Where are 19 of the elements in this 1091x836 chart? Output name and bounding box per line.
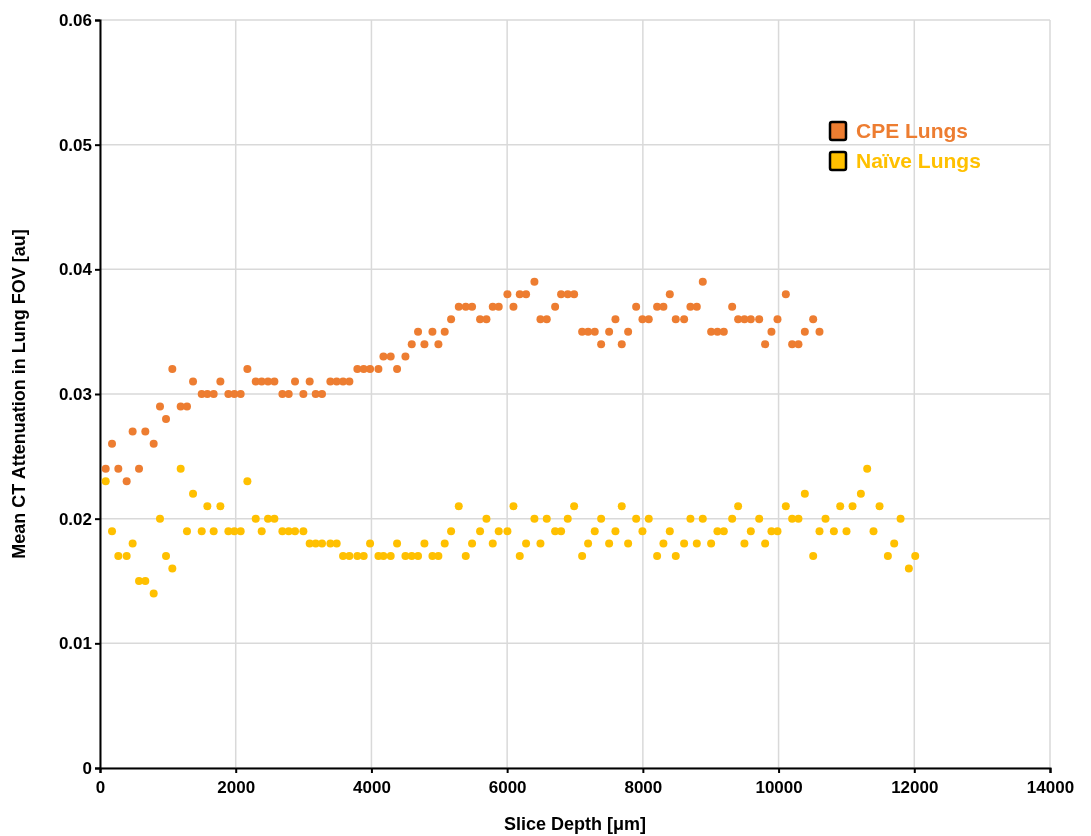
legend-label: CPE Lungs xyxy=(856,119,969,142)
x-tick-label: 10000 xyxy=(755,778,803,797)
x-tick-label: 14000 xyxy=(1026,778,1075,797)
y-tick-label: 0.06 xyxy=(58,10,92,30)
legend-label: Naïve Lungs xyxy=(856,149,981,172)
y-tick-label: 0.03 xyxy=(58,384,92,404)
y-tick-label: 0.04 xyxy=(58,260,93,280)
y-tick-label: 0 xyxy=(82,758,92,778)
x-tick-label: 0 xyxy=(95,778,106,797)
x-tick-label: 2000 xyxy=(217,778,256,797)
y-tick-label: 0.01 xyxy=(58,634,92,654)
y-tick-label: 0.05 xyxy=(58,135,92,155)
y-axis-title: Mean CT Attenuation in Lung FOV [au] xyxy=(9,229,29,559)
x-tick-label: 8000 xyxy=(624,778,663,797)
y-tick-label: 0.02 xyxy=(58,509,92,529)
x-tick-label: 6000 xyxy=(488,778,527,797)
x-axis-title: Slice Depth [μm] xyxy=(503,814,647,834)
x-tick-label: 4000 xyxy=(353,778,391,797)
x-tick-label: 12000 xyxy=(891,778,939,797)
